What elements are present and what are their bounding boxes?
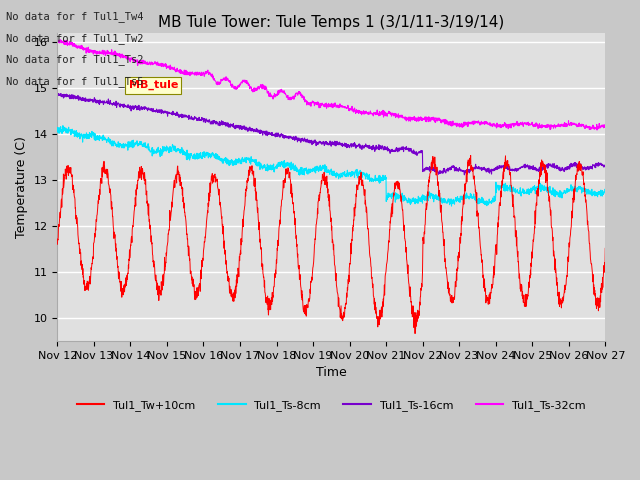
Text: MB_tule: MB_tule — [129, 80, 178, 90]
Y-axis label: Temperature (C): Temperature (C) — [15, 136, 28, 238]
Line: Tul1_Ts-16cm: Tul1_Ts-16cm — [58, 93, 605, 175]
Tul1_Ts-8cm — [602, 187, 609, 192]
Tul1_Ts-16cm — [81, 98, 89, 104]
Line: Tul1_Ts-32cm: Tul1_Ts-32cm — [58, 40, 605, 130]
Tul1_Ts-16cm — [320, 139, 328, 145]
Tul1_Ts-32cm — [602, 123, 609, 129]
Tul1_Ts-16cm — [485, 168, 493, 174]
Tul1_Ts-32cm — [306, 100, 314, 106]
Tul1_Ts-32cm — [586, 123, 593, 129]
Tul1_Ts-8cm — [320, 165, 328, 170]
Tul1_Ts-32cm — [82, 47, 90, 52]
Tul1_Ts-8cm — [586, 190, 593, 195]
Line: Tul1_Tw+10cm: Tul1_Tw+10cm — [58, 156, 605, 334]
Tul1_Ts-8cm — [447, 203, 455, 209]
Tul1_Ts-16cm — [305, 140, 313, 145]
Tul1_Ts-16cm — [54, 90, 61, 96]
Tul1_Tw+10cm — [320, 173, 328, 179]
Tul1_Ts-16cm — [586, 164, 593, 169]
Title: MB Tule Tower: Tule Temps 1 (3/1/11-3/19/14): MB Tule Tower: Tule Temps 1 (3/1/11-3/19… — [158, 15, 504, 30]
Text: No data for f Tul1_Ts5: No data for f Tul1_Ts5 — [6, 76, 144, 87]
Tul1_Tw+10cm — [54, 241, 61, 247]
Tul1_Ts-16cm — [586, 166, 593, 171]
Tul1_Tw+10cm — [586, 240, 593, 246]
Tul1_Ts-32cm — [593, 127, 601, 133]
Text: No data for f Tul1_Tw4: No data for f Tul1_Tw4 — [6, 11, 144, 22]
Tul1_Ts-16cm — [602, 163, 609, 169]
Tul1_Tw+10cm — [602, 245, 609, 251]
Line: Tul1_Ts-8cm: Tul1_Ts-8cm — [58, 126, 605, 206]
Tul1_Ts-32cm — [586, 127, 593, 132]
Tul1_Ts-8cm — [54, 129, 61, 135]
Tul1_Ts-8cm — [82, 132, 90, 137]
Tul1_Tw+10cm — [305, 299, 313, 304]
Tul1_Ts-32cm — [320, 102, 328, 108]
Tul1_Tw+10cm — [81, 283, 89, 289]
X-axis label: Time: Time — [316, 366, 347, 379]
Tul1_Tw+10cm — [467, 153, 474, 158]
Text: No data for f Tul1_Ts2: No data for f Tul1_Ts2 — [6, 54, 144, 65]
Tul1_Ts-8cm — [306, 170, 314, 176]
Tul1_Ts-8cm — [486, 196, 493, 202]
Tul1_Tw+10cm — [486, 292, 493, 298]
Tul1_Tw+10cm — [412, 331, 419, 336]
Tul1_Ts-16cm — [461, 172, 468, 178]
Tul1_Ts-8cm — [59, 123, 67, 129]
Text: No data for f Tul1_Tw2: No data for f Tul1_Tw2 — [6, 33, 144, 44]
Tul1_Ts-32cm — [54, 38, 61, 44]
Tul1_Ts-32cm — [56, 37, 64, 43]
Tul1_Ts-32cm — [485, 121, 493, 127]
Tul1_Tw+10cm — [586, 247, 594, 252]
Tul1_Ts-8cm — [586, 188, 594, 193]
Legend: Tul1_Tw+10cm, Tul1_Ts-8cm, Tul1_Ts-16cm, Tul1_Ts-32cm: Tul1_Tw+10cm, Tul1_Ts-8cm, Tul1_Ts-16cm,… — [72, 396, 591, 416]
